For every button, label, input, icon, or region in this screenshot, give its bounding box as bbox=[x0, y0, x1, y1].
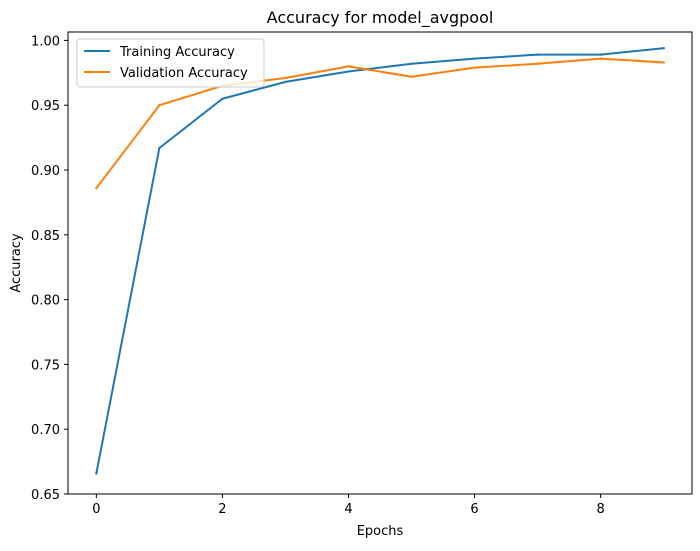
data-point-validation-accuracy bbox=[410, 75, 413, 78]
series-lines bbox=[94, 46, 665, 475]
data-point-validation-accuracy bbox=[95, 186, 98, 190]
data-point-training-accuracy bbox=[536, 53, 539, 56]
data-point-training-accuracy bbox=[599, 53, 602, 56]
y-axis-label: Accuracy bbox=[9, 233, 24, 293]
data-point-training-accuracy bbox=[284, 80, 287, 84]
legend-box bbox=[76, 38, 265, 88]
x-axis: 0 2 4 6 8 bbox=[92, 494, 605, 517]
chart-title: Accuracy for model_avgpool bbox=[267, 8, 494, 28]
y-tick-label: 0.65 bbox=[31, 488, 60, 503]
y-axis: 0.65 0.70 0.75 0.80 0.85 0.90 0.95 1.00 bbox=[31, 34, 68, 503]
data-point-validation-accuracy bbox=[473, 66, 476, 69]
data-point-training-accuracy bbox=[473, 57, 476, 60]
legend-label-training-accuracy: Training Accuracy bbox=[119, 45, 235, 60]
data-point-validation-accuracy bbox=[158, 104, 161, 107]
data-point-validation-accuracy bbox=[347, 65, 350, 68]
data-point-validation-accuracy bbox=[662, 61, 665, 64]
data-point-validation-accuracy bbox=[536, 62, 539, 65]
data-point-training-accuracy bbox=[221, 97, 224, 100]
y-tick-label: 1.00 bbox=[31, 34, 60, 49]
series-line-training-accuracy bbox=[95, 47, 665, 475]
x-tick-label: 8 bbox=[596, 502, 604, 517]
x-tick-label: 4 bbox=[344, 502, 352, 517]
data-point-training-accuracy bbox=[95, 472, 98, 475]
data-point-validation-accuracy bbox=[599, 57, 602, 60]
y-tick-label: 0.90 bbox=[31, 164, 60, 179]
x-tick-label: 6 bbox=[470, 502, 478, 517]
data-point-training-accuracy bbox=[347, 70, 350, 73]
x-tick-label: 2 bbox=[218, 502, 226, 517]
plot-frame bbox=[67, 31, 693, 495]
legend: Training Accuracy Validation Accuracy bbox=[76, 38, 265, 88]
y-tick-label: 0.95 bbox=[31, 99, 60, 114]
legend-label-validation-accuracy: Validation Accuracy bbox=[120, 66, 248, 81]
data-point-training-accuracy bbox=[410, 62, 413, 65]
data-point-training-accuracy bbox=[158, 146, 161, 150]
data-point-training-accuracy bbox=[662, 46, 665, 50]
plot-area: 0 2 4 6 8 0.65 0.70 0.75 0.80 0.85 0.90 0.95 1.00 bbox=[31, 31, 693, 517]
y-tick-label: 0.80 bbox=[31, 294, 60, 309]
y-tick-label: 0.70 bbox=[31, 423, 60, 438]
x-tick-label: 0 bbox=[92, 502, 100, 517]
y-tick-label: 0.75 bbox=[31, 358, 60, 373]
x-axis-label: Epochs bbox=[357, 524, 404, 539]
y-tick-label: 0.85 bbox=[31, 229, 60, 244]
series-line-validation-accuracy bbox=[94, 57, 665, 190]
data-point-validation-accuracy bbox=[284, 76, 287, 80]
